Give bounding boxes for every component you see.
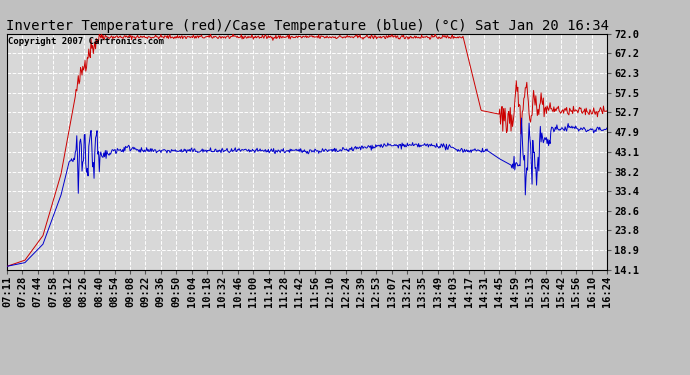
- Title: Inverter Temperature (red)/Case Temperature (blue) (°C) Sat Jan 20 16:34: Inverter Temperature (red)/Case Temperat…: [6, 19, 609, 33]
- Text: Copyright 2007 Cartronics.com: Copyright 2007 Cartronics.com: [8, 37, 164, 46]
